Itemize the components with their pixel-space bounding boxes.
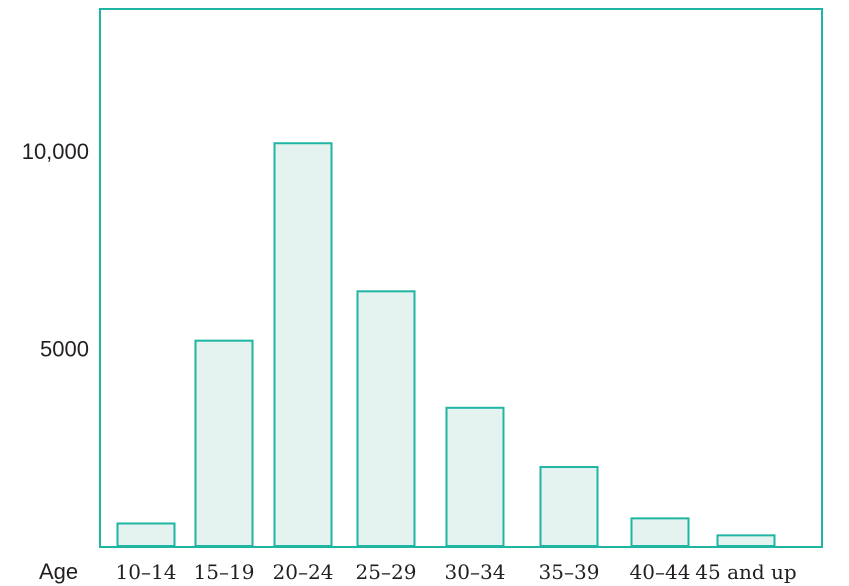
x-axis-label: Age: [39, 559, 78, 584]
x-tick-label-5: 35–39: [539, 560, 600, 584]
y-tick-label-0: 5000: [40, 337, 89, 362]
x-tick-label-0: 10–14: [116, 560, 177, 584]
bar-6: [630, 517, 690, 547]
bar-4: [445, 406, 505, 548]
bar-1: [194, 339, 254, 548]
x-tick-label-7: 45 and up: [695, 560, 796, 584]
bar-2: [273, 142, 333, 547]
bars-layer: [116, 142, 776, 548]
x-tick-label-3: 25–29: [356, 560, 417, 584]
bar-0: [116, 522, 176, 548]
x-tick-label-4: 30–34: [445, 560, 506, 584]
bar-5: [539, 466, 599, 548]
x-tick-label-2: 20–24: [273, 560, 334, 584]
x-tick-label-1: 15–19: [194, 560, 255, 584]
x-axis-ticks: 10–14 15–19 20–24 25–29 30–34 35–39 40–44 45 an…: [116, 560, 797, 584]
y-tick-label-1: 10,000: [22, 139, 89, 164]
bar-7: [716, 534, 776, 548]
bar-3: [356, 290, 416, 547]
y-axis-ticks: 5000 10,000: [22, 139, 89, 361]
x-tick-label-6: 40–44: [630, 560, 691, 584]
